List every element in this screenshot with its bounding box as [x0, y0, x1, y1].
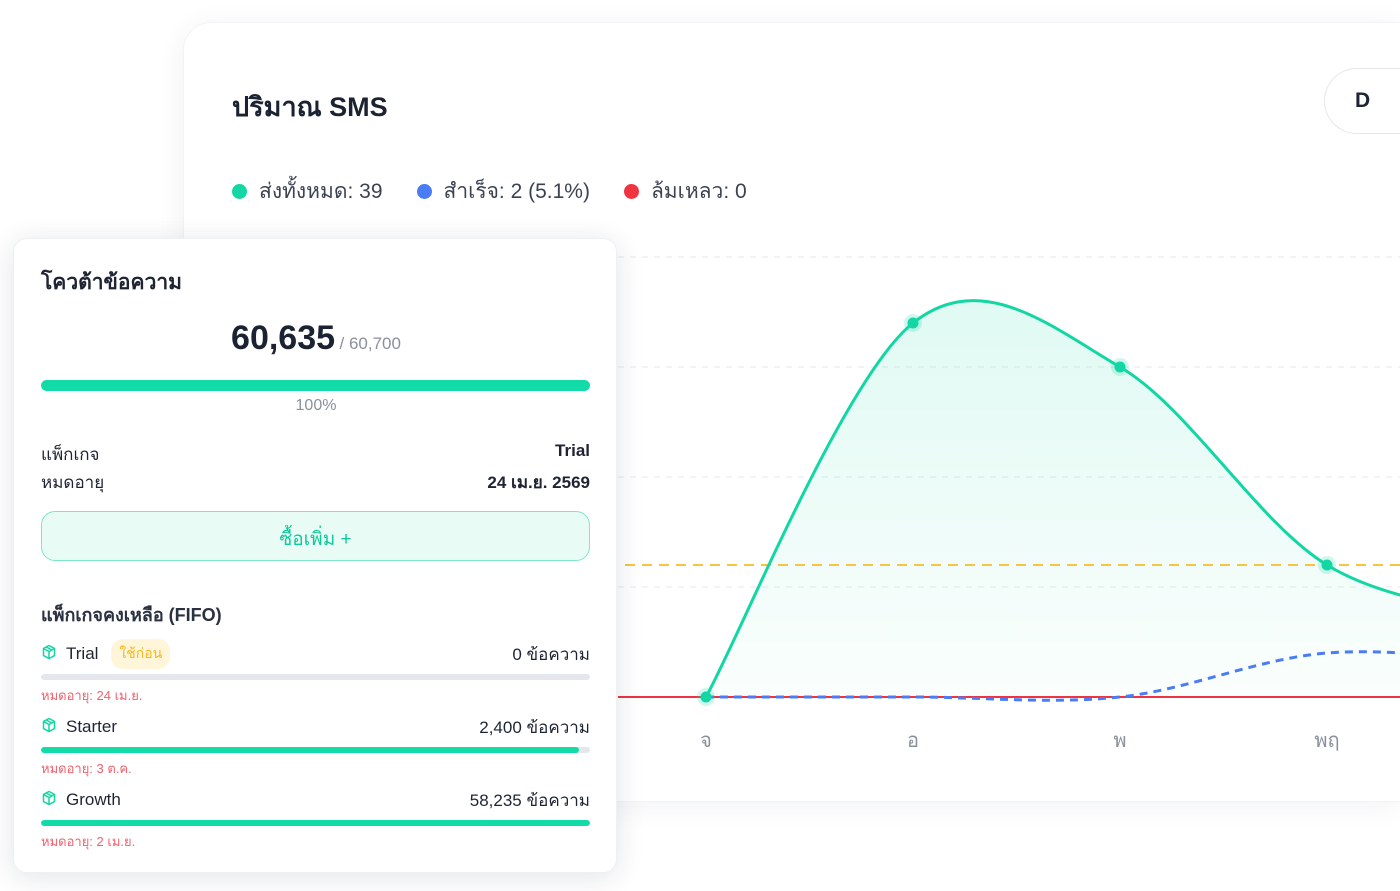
package-progress-bar: [41, 747, 590, 753]
legend-failed[interactable]: ล้มเหลว: 0: [623, 175, 747, 208]
package-progress-bar: [41, 674, 590, 680]
remaining-packages-title: แพ็กเกจคงเหลือ (FIFO): [41, 605, 222, 625]
chart-legend: ส่งทั้งหมด: 39 สำเร็จ: 2 (5.1%) ล้มเหลว:…: [232, 175, 747, 208]
expiry-value: 24 เม.ย. 2569: [487, 473, 590, 492]
package-value: Trial: [555, 441, 590, 460]
legend-dot: [623, 184, 639, 199]
package-amount: 58,235 ข้อความ: [469, 790, 590, 810]
quota-used: 60,635: [231, 319, 336, 357]
total-series-line: [704, 299, 1400, 698]
package-amount: 0 ข้อความ: [512, 644, 590, 664]
package-item: Growth 58,235 ข้อความหมดอายุ: 2 เม.ย.: [41, 786, 590, 852]
package-item: Starter 2,400 ข้อความหมดอายุ: 3 ต.ค.: [41, 713, 590, 779]
data-point[interactable]: [907, 317, 919, 329]
range-toggle-button[interactable]: D: [1324, 68, 1400, 134]
quota-total: / 60,700: [339, 334, 401, 353]
package-expiry: หมดอายุ: 3 ต.ค.: [41, 761, 132, 776]
quota-percent: 100%: [295, 397, 337, 414]
package-label: แพ็กเกจ: [41, 445, 100, 464]
package-box-icon: [41, 644, 57, 665]
package-expiry: หมดอายุ: 24 เม.ย.: [41, 688, 143, 703]
package-name: Trial: [66, 644, 99, 663]
quota-title: โควต้าข้อความ: [41, 271, 182, 294]
use-first-badge: ใช้ก่อน: [111, 639, 171, 669]
x-tick-label: พฤ: [1314, 730, 1339, 752]
legend-success[interactable]: สำเร็จ: 2 (5.1%): [416, 175, 590, 208]
total-area: [706, 300, 1400, 697]
package-progress-fill: [41, 747, 580, 753]
package-progress-bar: [41, 820, 590, 826]
x-tick-label: จ: [700, 730, 712, 752]
card-title: ปริมาณ SMS: [232, 92, 388, 122]
legend-dot: [416, 184, 432, 199]
legend-dot: [232, 184, 247, 199]
expiry-label: หมดอายุ: [41, 473, 105, 492]
package-box-icon: [41, 717, 57, 738]
package-name: Starter: [66, 717, 118, 736]
quota-progress-bar: [41, 380, 590, 391]
buy-more-button[interactable]: ซื้อเพิ่ม +: [41, 511, 590, 561]
package-progress-fill: [41, 820, 590, 826]
data-point[interactable]: [700, 691, 712, 703]
legend-total[interactable]: ส่งทั้งหมด: 39: [232, 175, 383, 208]
quota-progress-fill: [41, 380, 590, 391]
quota-card: โควต้าข้อความ 60,635 / 60,700 100% แพ็กเ…: [13, 238, 617, 873]
package-expiry: หมดอายุ: 2 เม.ย.: [41, 834, 136, 849]
x-tick-label: อ: [907, 730, 919, 752]
package-name: Growth: [66, 790, 121, 809]
package-box-icon: [41, 790, 57, 811]
package-item: Trial ใช้ก่อน 0 ข้อความหมดอายุ: 24 เม.ย.: [41, 639, 590, 706]
data-point[interactable]: [1114, 361, 1126, 373]
package-amount: 2,400 ข้อความ: [479, 717, 590, 737]
data-point[interactable]: [1321, 559, 1333, 571]
x-tick-label: พ: [1113, 730, 1126, 752]
